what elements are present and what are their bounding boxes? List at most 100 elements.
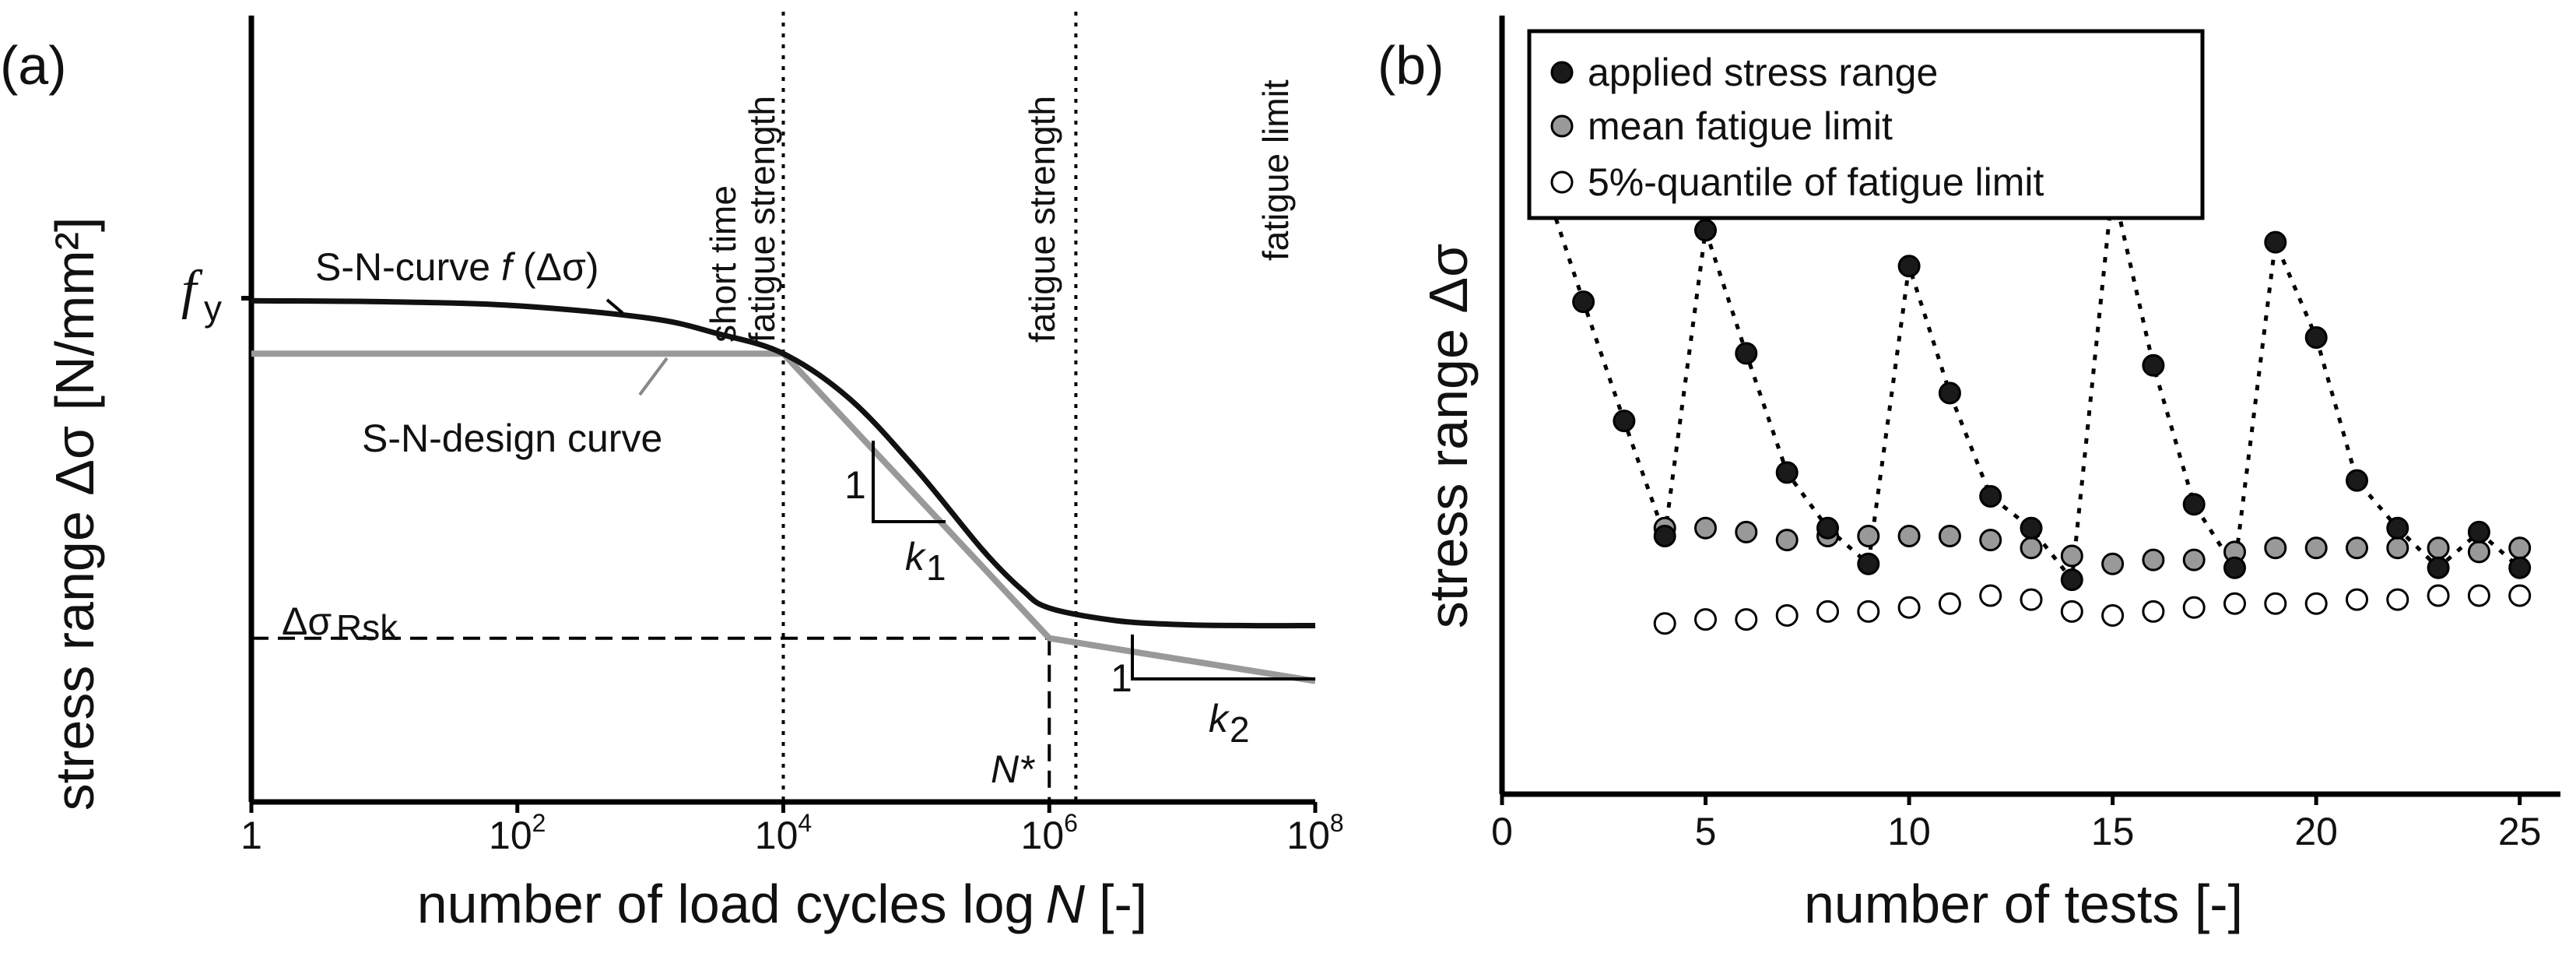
applied-stress-point-16 xyxy=(2142,353,2165,377)
applied-stress-point-13 xyxy=(2020,516,2043,540)
mean-fatigue-point-13 xyxy=(2020,536,2043,560)
quantile-point-6 xyxy=(1735,608,1758,631)
panel-a-slope-triangle-k2 xyxy=(1131,635,1315,680)
quantile-point-4 xyxy=(1653,612,1676,635)
panel-a-label: (a) xyxy=(0,35,67,96)
panel-a-x-tick-label-2: 104 xyxy=(755,809,812,857)
applied-stress-point-4 xyxy=(1653,525,1676,547)
panel-a-xlabel: number of load cycles log N [-] xyxy=(417,874,1148,934)
panel-a-region-1-line2: fatigue strength xyxy=(742,96,782,343)
panel-b-x-tick-label-4: 20 xyxy=(2294,810,2338,853)
panel-b: (b) stress range Δσ 0 5 10 15 20 25 number of… xyxy=(1377,16,2560,934)
panel-a-sn-curve-label: S-N-curve f (Δσ) xyxy=(315,245,599,289)
applied-stress-point-9 xyxy=(1857,552,1880,575)
quantile-point-14 xyxy=(2060,600,2083,623)
applied-stress-point-25 xyxy=(2508,556,2532,579)
applied-stress-point-8 xyxy=(1816,516,1839,540)
panel-a-n-star-label: N* xyxy=(991,747,1035,791)
mean-fatigue-point-25 xyxy=(2508,536,2532,560)
panel-b-x-tick-label-2: 10 xyxy=(1887,810,1931,853)
quantile-point-17 xyxy=(2182,596,2206,619)
panel-a-region-1-line1: short time xyxy=(703,185,743,343)
applied-stress-point-2 xyxy=(1572,290,1595,314)
quantile-point-11 xyxy=(1938,592,1961,615)
panel-a-x-tick-base-2: 10 xyxy=(755,814,798,857)
panel-a-x-tick-base-0: 1 xyxy=(240,814,262,857)
mean-fatigue-point-11 xyxy=(1938,525,1961,547)
applied-stress-point-10 xyxy=(1897,255,1921,278)
legend-marker-quantile xyxy=(1550,171,1574,194)
panel-a-x-tick-label-3: 106 xyxy=(1021,809,1078,857)
panel-b-series-5pct-quantile xyxy=(1653,584,2532,635)
panel-b-ylabel: stress range Δσ xyxy=(1418,244,1479,629)
quantile-point-20 xyxy=(2304,592,2328,615)
panel-a-xlabel-prefix: number of load cycles log xyxy=(417,874,1035,934)
quantile-point-18 xyxy=(2223,592,2246,615)
panel-b-x-tick-label-5: 25 xyxy=(2498,810,2542,853)
panel-b-x-tick-label-0: 0 xyxy=(1491,810,1513,853)
panel-a-slope-2-label: 1 xyxy=(1111,656,1132,700)
applied-stress-point-21 xyxy=(2346,469,2368,492)
mean-fatigue-point-5 xyxy=(1694,516,1717,540)
panel-a-x-tick-sup-1: 2 xyxy=(532,809,546,837)
quantile-point-15 xyxy=(2101,604,2125,627)
panel-a-x-tick-label-0: 1 xyxy=(240,814,262,857)
panel-a-x-tick-sup-3: 6 xyxy=(1064,809,1078,837)
mean-fatigue-point-16 xyxy=(2142,548,2165,571)
legend-label-quantile: 5%-quantile of fatigue limit xyxy=(1588,160,2044,204)
applied-stress-point-14 xyxy=(2060,568,2083,592)
panel-a-slope-1-label: 1 xyxy=(844,463,866,507)
panel-a-x-ticks: 1 102 104 106 108 xyxy=(240,802,1344,857)
quantile-point-25 xyxy=(2508,584,2532,607)
quantile-point-10 xyxy=(1897,596,1921,619)
panel-a-k1-label: k xyxy=(905,535,927,578)
legend-label-mean: mean fatigue limit xyxy=(1588,104,1893,148)
panel-a-x-tick-label-1: 102 xyxy=(489,809,546,857)
panel-b-legend-box xyxy=(1527,29,2205,220)
mean-fatigue-point-21 xyxy=(2346,536,2368,560)
panel-a-fy-subscript: y xyxy=(204,288,222,329)
quantile-point-19 xyxy=(2264,592,2287,615)
mean-fatigue-point-19 xyxy=(2264,536,2287,560)
applied-stress-point-24 xyxy=(2467,520,2490,543)
mean-fatigue-point-17 xyxy=(2182,548,2206,571)
applied-stress-point-23 xyxy=(2427,556,2450,579)
quantile-point-7 xyxy=(1775,604,1799,627)
panel-a-sn-design-leader xyxy=(638,357,669,396)
panel-a-delta-rsk-subscript: Rsk xyxy=(336,607,398,648)
panel-a-x-tick-base-1: 10 xyxy=(489,814,532,857)
panel-a-slope-triangle-k1 xyxy=(872,441,946,523)
panel-b-xlabel: number of tests [-] xyxy=(1804,874,2243,934)
panel-a: (a) stress range Δσ [N/mm²] 1 102 104 106 10… xyxy=(0,12,1344,934)
mean-fatigue-point-24 xyxy=(2467,540,2490,564)
panel-a-xlabel-var: N xyxy=(1045,874,1085,934)
quantile-point-23 xyxy=(2427,584,2450,607)
mean-fatigue-point-14 xyxy=(2060,544,2083,568)
panel-a-delta-rsk-label: Δσ xyxy=(282,600,332,643)
quantile-point-8 xyxy=(1816,600,1839,623)
panel-a-sn-curve-leader xyxy=(605,298,624,315)
applied-stress-point-3 xyxy=(1613,410,1636,433)
panel-a-ylabel: stress range Δσ [N/mm²] xyxy=(44,217,105,811)
panel-a-k1-subscript: 1 xyxy=(926,547,946,588)
mean-fatigue-point-6 xyxy=(1735,520,1758,543)
panel-b-series-applied-stress xyxy=(1531,167,2532,592)
panel-a-sn-curve xyxy=(251,297,1316,629)
panel-a-x-tick-label-4: 108 xyxy=(1286,809,1343,857)
legend-label-applied: applied stress range xyxy=(1588,51,1938,94)
panel-a-x-tick-sup-4: 8 xyxy=(1330,809,1344,837)
panel-a-k2-subscript: 2 xyxy=(1230,709,1250,750)
applied-stress-point-11 xyxy=(1938,382,1961,405)
panel-a-fy-label: f xyxy=(181,260,203,320)
quantile-point-22 xyxy=(2386,588,2409,611)
panel-a-xlabel-suffix: [-] xyxy=(1099,874,1147,934)
applied-stress-point-12 xyxy=(1979,485,2002,508)
panel-a-region-2: fatigue strength xyxy=(1022,96,1062,343)
panel-a-x-tick-base-4: 10 xyxy=(1286,814,1330,857)
panel-a-sn-design-curve xyxy=(251,350,1316,684)
quantile-point-16 xyxy=(2142,600,2165,623)
panel-a-x-tick-base-3: 10 xyxy=(1021,814,1065,857)
panel-a-x-tick-sup-2: 4 xyxy=(798,809,812,837)
applied-stress-point-20 xyxy=(2304,326,2328,349)
applied-stress-point-6 xyxy=(1735,342,1758,365)
